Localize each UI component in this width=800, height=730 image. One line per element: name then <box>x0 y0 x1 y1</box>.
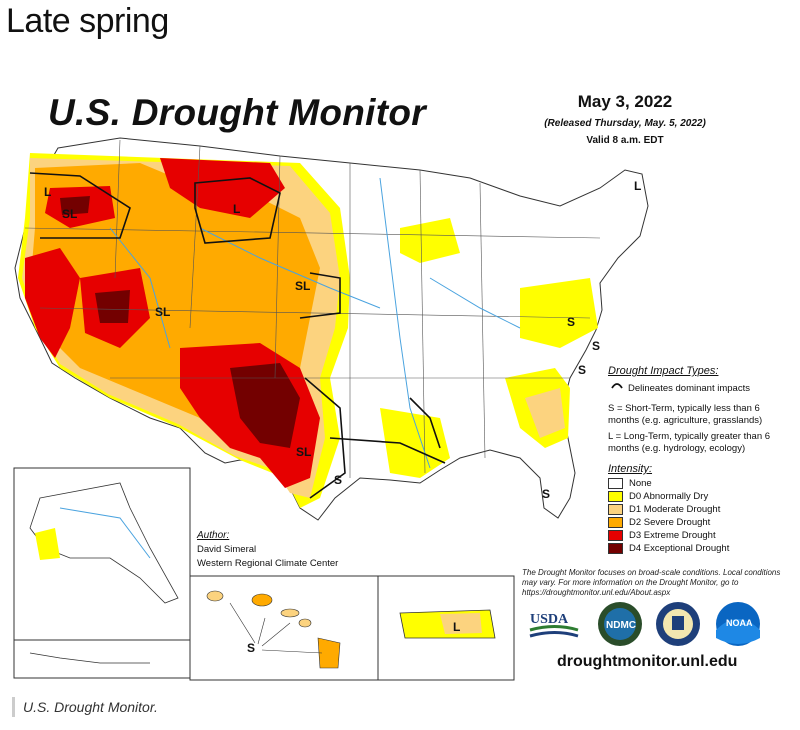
impact-label-s-fl: S <box>542 487 550 501</box>
legend-swatch <box>608 478 623 489</box>
legend-swatch <box>608 543 623 554</box>
usda-logo: USDA <box>528 608 580 642</box>
impact-label-l-wa: L <box>44 185 51 199</box>
doc-seal-logo <box>656 602 700 646</box>
drought-map: SL L L SL SL SL S S S S S L S L <box>0 78 800 683</box>
drought-monitor-note: The Drought Monitor focuses on broad-sca… <box>522 568 781 597</box>
legend-label: D2 Severe Drought <box>629 517 711 528</box>
released-date: (Released Thursday, May. 5, 2022) <box>544 118 706 129</box>
legend-item: D1 Moderate Drought <box>608 504 720 515</box>
impact-lines <box>29 172 446 499</box>
legend-item: D2 Severe Drought <box>608 517 710 528</box>
valid-time: Valid 8 a.m. EDT <box>586 135 664 146</box>
impact-label-l-pr: L <box>453 620 460 634</box>
map-title: U.S. Drought Monitor <box>48 92 426 133</box>
legend-swatch <box>608 530 623 541</box>
impact-types-title: Drought Impact Types: <box>608 365 719 377</box>
legend-swatch <box>608 504 623 515</box>
map-date: May 3, 2022 <box>577 92 673 111</box>
image-caption: U.S. Drought Monitor. <box>12 697 158 717</box>
impact-label-sl-ne: SL <box>295 279 310 293</box>
d4-area-or <box>60 196 90 215</box>
map-graphic: SL L L SL SL SL S S S S S L S L <box>13 137 760 681</box>
svg-text:USDA: USDA <box>530 612 569 627</box>
impact-label-sl-tx: SL <box>296 445 311 459</box>
d3-area-mt <box>160 158 285 218</box>
intensity-legend-title: Intensity: <box>608 463 653 475</box>
legend-label: D3 Extreme Drought <box>629 530 716 541</box>
legend-label: D4 Exceptional Drought <box>629 543 730 554</box>
svg-text:NOAA: NOAA <box>726 618 753 628</box>
legend-label: None <box>629 478 652 489</box>
impact-long-term: L = Long-Term, typically greater than 6 … <box>608 431 771 454</box>
legend-label: D0 Abnormally Dry <box>629 491 709 502</box>
legend-swatch <box>608 517 623 528</box>
legend-label: D1 Moderate Drought <box>629 504 721 515</box>
impact-label-l-me: L <box>634 179 641 193</box>
impact-label-s-tx: S <box>334 473 342 487</box>
impact-label-s-nc: S <box>592 339 600 353</box>
impact-line-legend-icon <box>611 383 623 389</box>
author-org: Western Regional Climate Center <box>197 558 339 569</box>
legend-item: D3 Extreme Drought <box>608 530 716 541</box>
legend-item: None <box>608 478 652 489</box>
page-headline: Late spring <box>6 2 169 40</box>
legend-item: D4 Exceptional Drought <box>608 543 729 554</box>
author-label: Author: <box>197 530 230 541</box>
d4-area-nv <box>95 290 130 323</box>
impact-label-sl-ut: SL <box>155 305 170 319</box>
d3-area-ca <box>25 248 80 358</box>
rivers <box>109 177 521 469</box>
impact-label-l-mt: L <box>233 202 240 216</box>
impact-label-s-sc: S <box>578 363 586 377</box>
legend-item: D0 Abnormally Dry <box>608 491 708 502</box>
d0-area-northeast <box>400 218 460 263</box>
d1-area-east <box>525 388 565 438</box>
legend-swatch <box>608 491 623 502</box>
d4-area-tx <box>230 363 300 448</box>
author-name: David Simeral <box>197 544 257 555</box>
impact-label-s-va: S <box>567 315 575 329</box>
aleutian-frame <box>13 639 191 679</box>
date-box: May 3, 2022 (Released Thursday, May. 5, … <box>520 92 730 146</box>
alaska-d0 <box>35 528 60 560</box>
website-link[interactable]: droughtmonitor.unl.edu <box>557 653 738 670</box>
d0-area-midatlantic <box>520 278 598 348</box>
svg-text:NDMC: NDMC <box>606 620 636 631</box>
impact-label-sl-or: SL <box>62 207 77 221</box>
impact-label-s-hi: S <box>247 641 255 655</box>
ndmc-logo: NDMC <box>598 602 642 646</box>
impact-delineates: Delineates dominant impacts <box>628 383 750 394</box>
noaa-logo: NOAA <box>716 602 760 646</box>
impact-short-term: S = Short-Term, typically less than 6 mo… <box>608 403 763 426</box>
